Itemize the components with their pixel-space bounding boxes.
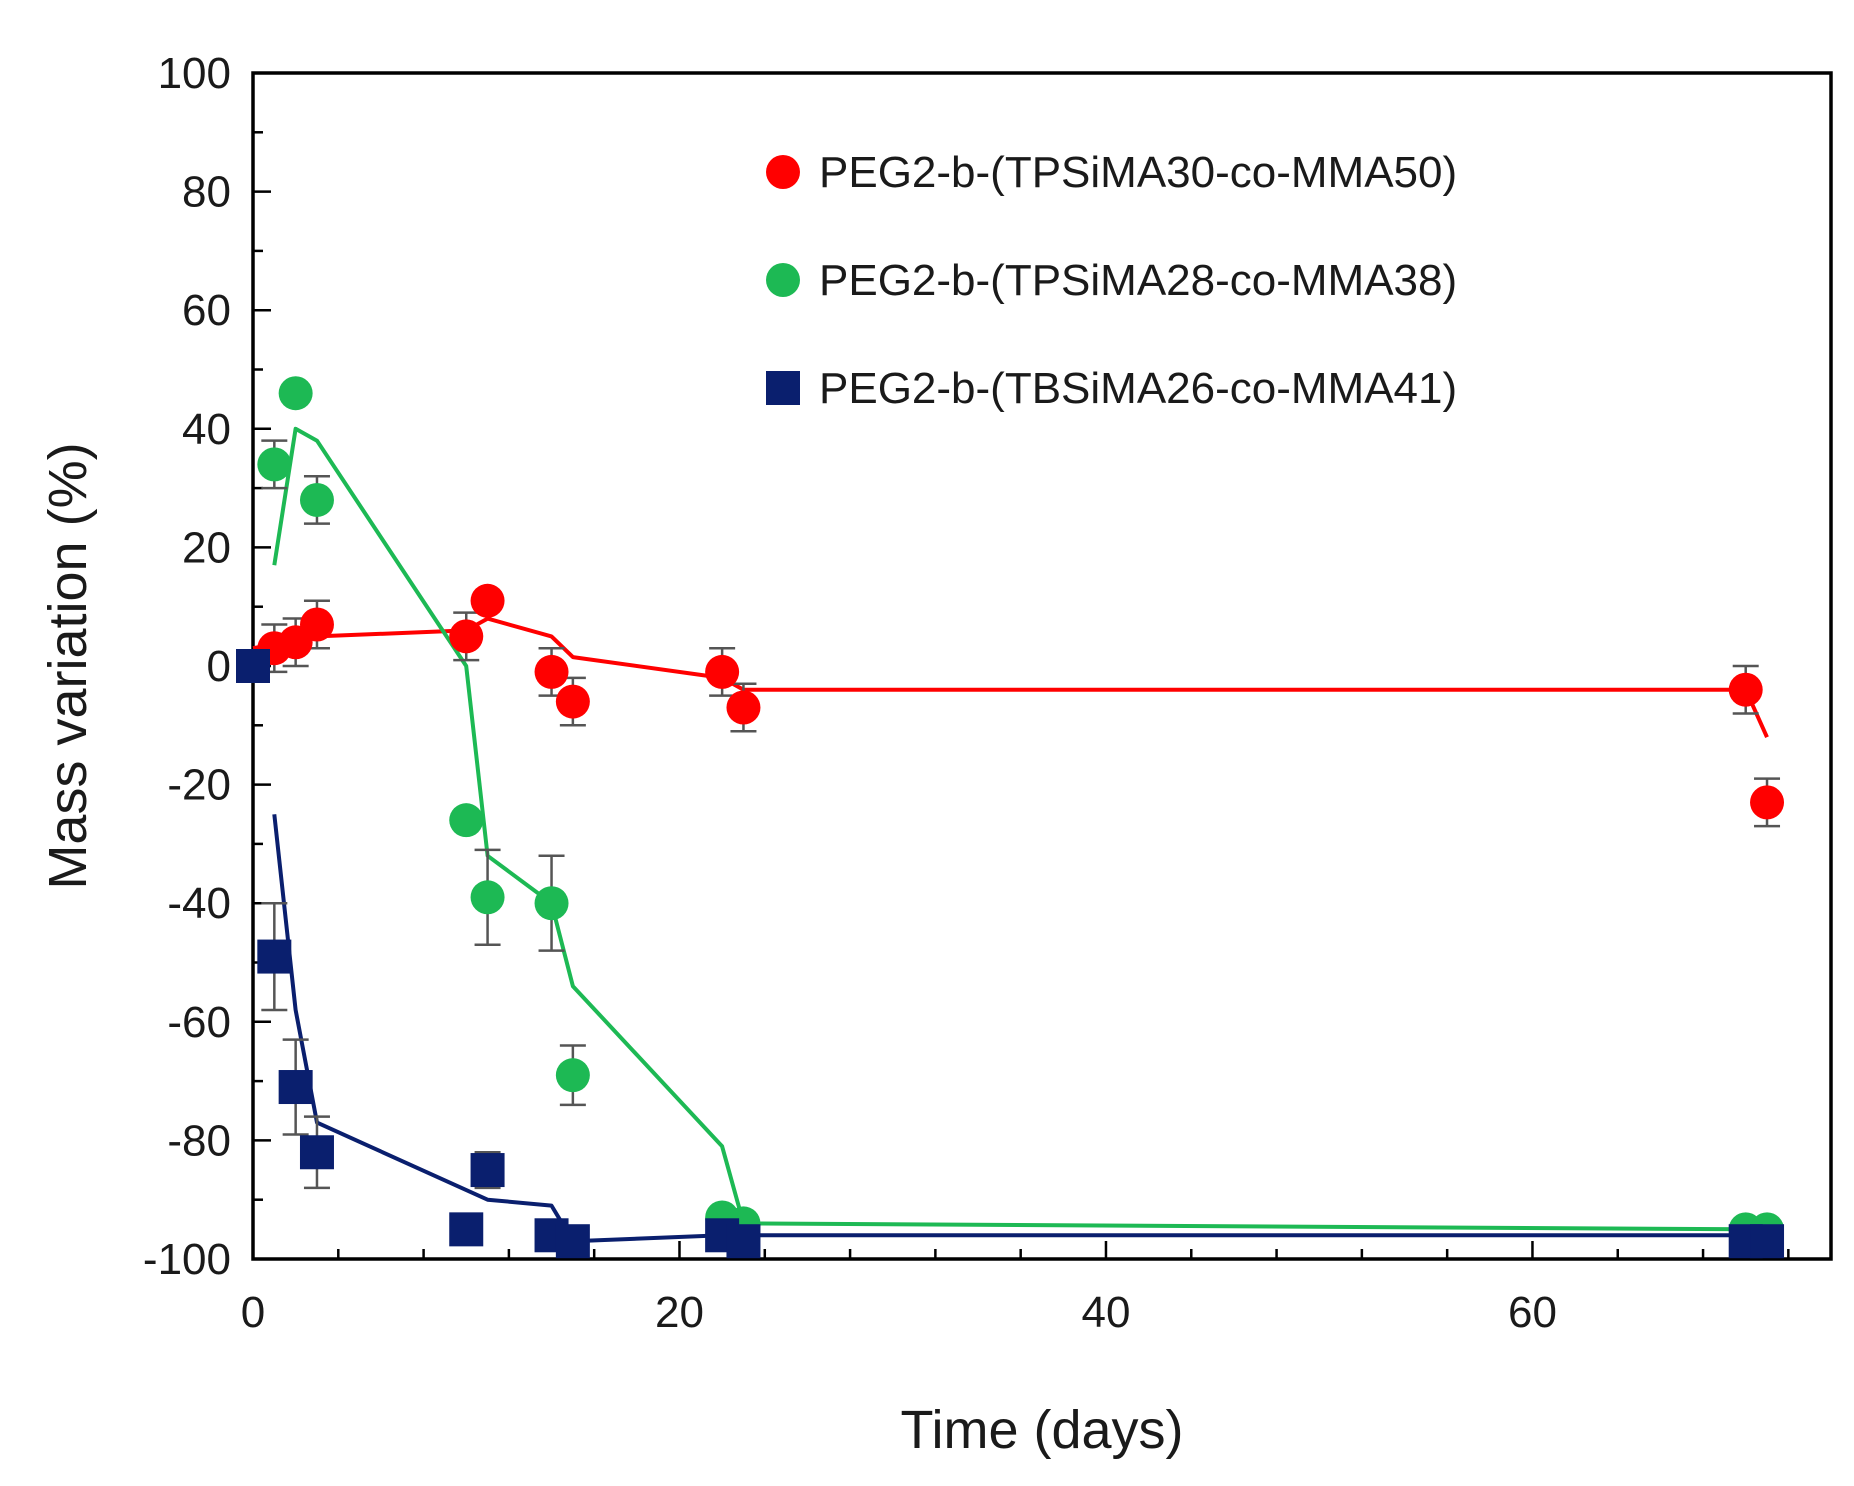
data-point-series-1 [1728, 672, 1763, 707]
data-point-series-2 [555, 1058, 590, 1093]
legend-label: PEG2-b-(TBSiMA26-co-MMA41) [819, 364, 1457, 413]
y-tick-label: -100 [143, 1235, 231, 1284]
data-point-series-1 [449, 619, 484, 654]
data-point-series-1 [705, 654, 740, 689]
data-points [236, 376, 1785, 1259]
data-point-series-3 [1750, 1224, 1785, 1259]
legend-entry: PEG2-b-(TPSiMA30-co-MMA50) [766, 148, 1457, 197]
data-point-series-2 [278, 376, 313, 411]
data-point-series-1 [470, 583, 505, 618]
data-point-series-3 [236, 649, 270, 683]
x-tick-label: 0 [241, 1288, 265, 1337]
fit-line-series-1 [252, 616, 1769, 739]
legend-marker [766, 371, 800, 405]
data-point-series-3 [449, 1212, 484, 1247]
legend-label: PEG2-b-(TPSiMA30-co-MMA50) [819, 148, 1457, 197]
legend-entry: PEG2-b-(TPSiMA28-co-MMA38) [766, 256, 1457, 305]
data-point-series-3 [726, 1224, 761, 1259]
legend-marker [766, 155, 800, 189]
y-tick-label: 100 [158, 49, 231, 98]
y-tick-label: 60 [182, 286, 231, 335]
data-point-series-3 [555, 1224, 590, 1259]
y-tick-label: -20 [167, 761, 231, 810]
y-tick-label: 80 [182, 168, 231, 217]
x-axis-title: Time (days) [900, 1400, 1183, 1460]
data-point-series-2 [257, 447, 292, 482]
data-point-series-1 [534, 654, 569, 689]
legend: PEG2-b-(TPSiMA30-co-MMA50) PEG2-b-(TPSiMA… [766, 148, 1457, 413]
x-tick-label: 60 [1508, 1288, 1557, 1337]
legend-entry: PEG2-b-(TBSiMA26-co-MMA41) [766, 364, 1457, 413]
data-point-series-1 [299, 607, 334, 642]
data-point-series-2 [534, 886, 569, 921]
data-point-series-1 [726, 690, 761, 725]
legend-marker [766, 263, 800, 297]
y-tick-label: 40 [182, 405, 231, 454]
plot-area [251, 71, 1833, 1261]
data-point-series-3 [470, 1153, 505, 1188]
y-axis-title: Mass variation (%) [38, 442, 98, 889]
data-point-series-3 [299, 1135, 334, 1170]
y-tick-label: -40 [167, 879, 231, 928]
data-point-series-3 [257, 939, 292, 974]
y-tick-label: 20 [182, 523, 231, 572]
y-tick-label: 0 [207, 642, 231, 691]
data-point-series-1 [1750, 785, 1785, 820]
y-tick-label: -80 [167, 1116, 231, 1165]
data-point-series-1 [555, 684, 590, 719]
data-point-series-2 [299, 482, 334, 517]
y-tick-label: -60 [167, 998, 231, 1047]
data-point-series-3 [278, 1070, 313, 1105]
x-tick-label: 20 [655, 1288, 704, 1337]
data-point-series-2 [449, 803, 484, 838]
data-point-series-2 [470, 880, 505, 915]
x-tick-label: 40 [1081, 1288, 1130, 1337]
legend-label: PEG2-b-(TPSiMA28-co-MMA38) [819, 256, 1457, 305]
